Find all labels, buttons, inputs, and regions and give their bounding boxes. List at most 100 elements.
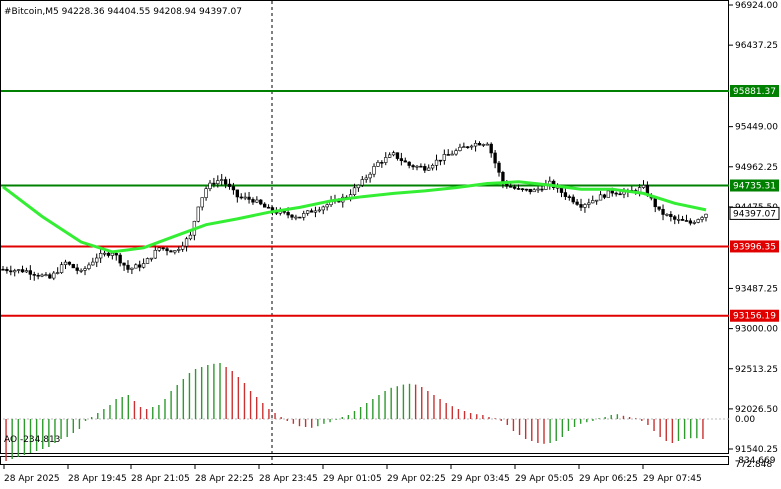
- ao-pane[interactable]: [3, 363, 729, 461]
- candle-body: [13, 270, 17, 273]
- candle-body: [587, 202, 591, 205]
- candle-body: [48, 274, 52, 279]
- time-tick-label: 28 Apr 19:45: [68, 474, 127, 484]
- candle-body: [419, 165, 423, 168]
- time-tick-label: 28 Apr 21:05: [131, 474, 190, 484]
- candle-body: [1, 268, 5, 271]
- candle-body: [24, 270, 29, 273]
- candle-body: [442, 154, 446, 161]
- candle-body: [614, 192, 618, 195]
- candle-body: [16, 269, 21, 271]
- candle-body: [325, 204, 329, 208]
- candle-body: [411, 165, 415, 168]
- candle-body: [368, 173, 372, 179]
- candle-body: [208, 182, 212, 190]
- candle-body: [153, 249, 157, 259]
- candle-body: [384, 157, 388, 163]
- candle-body: [364, 177, 368, 180]
- candle-body: [184, 238, 189, 247]
- candle-body: [321, 206, 325, 211]
- price-tick-label: 96437.25: [735, 41, 778, 51]
- candle-body: [688, 220, 693, 224]
- time-tick-label: 28 Apr 22:25: [195, 474, 254, 484]
- candle-body: [75, 267, 79, 271]
- candle-body: [665, 214, 669, 216]
- candle-body: [298, 216, 302, 219]
- candle-body: [610, 190, 614, 194]
- candle-body: [231, 186, 236, 191]
- candle-body: [477, 143, 482, 146]
- candle-body: [450, 153, 454, 156]
- level-tag-support-2: [730, 309, 779, 322]
- ao-header: AO -234.813: [4, 435, 60, 445]
- candle-body: [579, 204, 583, 208]
- candle-body: [485, 143, 489, 146]
- price-tick-label: 92513.25: [735, 365, 778, 375]
- current-price-label: 94397.07: [733, 209, 776, 219]
- candle-body: [118, 254, 122, 264]
- candle-body: [227, 183, 232, 187]
- moving-average-line: [2, 180, 707, 254]
- candle-body: [505, 183, 509, 187]
- candle-body: [196, 206, 200, 222]
- candle-body: [102, 252, 107, 255]
- price-pane[interactable]: [1, 1, 729, 465]
- candle-body: [567, 196, 571, 198]
- candle-body: [696, 219, 700, 223]
- candle-body: [239, 196, 243, 199]
- price-tick-label: 92026.50: [735, 405, 778, 415]
- level-tag-resistance-2: [730, 84, 779, 97]
- candle-body: [44, 274, 48, 276]
- candle-body: [563, 192, 568, 197]
- candle-body: [602, 194, 607, 198]
- candle-body: [110, 253, 115, 256]
- candle-body: [212, 182, 216, 185]
- candle-body: [661, 208, 665, 215]
- candle-body: [255, 199, 259, 203]
- candle-body: [469, 145, 474, 148]
- candle-body: [372, 166, 376, 175]
- candle-body: [676, 219, 681, 221]
- candle-body: [462, 146, 466, 148]
- candle-body: [434, 159, 439, 166]
- candle-body: [216, 180, 220, 184]
- candle-body: [516, 188, 521, 190]
- candle-body: [9, 270, 13, 273]
- chart-header: #Bitcoin,M5 94228.36 94404.55 94208.94 9…: [4, 7, 242, 17]
- candle-body: [59, 264, 64, 273]
- candle-body: [200, 197, 204, 208]
- price-pane-frame: [0, 0, 729, 454]
- candle-body: [669, 214, 673, 217]
- candle-body: [263, 203, 267, 208]
- candle-body: [399, 158, 404, 162]
- level-tag-resistance-1: [730, 179, 779, 192]
- candle-body: [161, 247, 165, 250]
- candle-body: [606, 190, 611, 198]
- candle-body: [700, 217, 704, 220]
- candle-body: [114, 253, 118, 256]
- candle-body: [598, 194, 603, 201]
- candle-body: [302, 213, 306, 218]
- candle-body: [52, 272, 56, 279]
- candle-body: [130, 267, 134, 270]
- candle-body: [71, 264, 75, 269]
- candle-body: [356, 184, 361, 189]
- candle-body: [512, 186, 517, 189]
- candle-body: [98, 253, 103, 259]
- candle-body: [466, 146, 470, 148]
- price-tick-label: 95449.00: [735, 123, 778, 133]
- candle-body: [704, 213, 708, 218]
- time-axis: 28 Apr 2025 28 Apr 19:45 28 Apr 21:05 28 Ap…: [3, 465, 702, 484]
- candle-body: [594, 199, 599, 202]
- candle-body: [583, 204, 587, 208]
- candle-body: [680, 219, 685, 221]
- candle-body: [692, 222, 696, 224]
- price-tick-label: 96924.00: [735, 1, 778, 11]
- candle-body: [134, 264, 138, 269]
- candle-body: [87, 264, 91, 269]
- time-tick-label: 29 Apr 01:05: [323, 474, 382, 484]
- candle-body: [36, 274, 40, 277]
- candle-body: [305, 210, 310, 214]
- candle-body: [5, 268, 9, 272]
